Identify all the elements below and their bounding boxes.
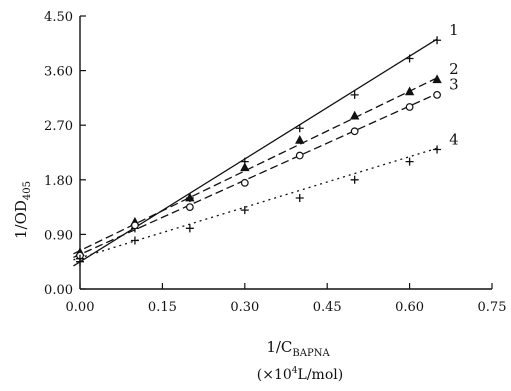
series-1-line [73, 38, 438, 267]
x-axis-unit: (×104L/mol) [257, 366, 343, 383]
y-tick-label: 4.50 [44, 10, 73, 25]
series-1-point [433, 36, 442, 45]
series-3-point [240, 178, 249, 187]
series-1-point [295, 124, 304, 133]
x-axis-ticks: 0.00 0.15 0.30 0.45 0.60 0.75 [66, 283, 507, 315]
series-2-point [185, 192, 195, 202]
x-axis-label: 1/CBAPNA [266, 338, 330, 359]
series-3-label: 3 [449, 76, 459, 94]
series-4-point [433, 145, 442, 154]
x-tick-label: 0.60 [395, 300, 424, 315]
series-2-label: 2 [449, 60, 459, 78]
y-axis-ticks: 0.00 0.90 1.80 2.70 3.60 4.50 [44, 10, 86, 298]
series-2-point [350, 110, 360, 120]
series-3-point [131, 221, 139, 230]
series-4-point [185, 224, 194, 233]
series-1-point [405, 54, 414, 63]
x-tick-label: 0.15 [148, 300, 177, 315]
series-1-label: 1 [449, 21, 459, 39]
series-3-line [73, 93, 438, 259]
series-3-point [405, 103, 414, 111]
y-tick-label: 1.80 [44, 174, 73, 189]
fit-lines [73, 38, 438, 267]
series-4-point [295, 194, 304, 202]
series-4-point [350, 175, 359, 184]
axes [79, 16, 492, 290]
series-4-label: 4 [449, 130, 459, 148]
y-tick-label: 0.90 [44, 228, 73, 243]
series-4-point [130, 236, 139, 245]
series-3-point [185, 203, 194, 212]
series-3-point [295, 151, 304, 160]
series-4-point [405, 157, 414, 166]
y-tick-label: 3.60 [44, 65, 73, 80]
series-2-line [73, 77, 438, 255]
series-3-point [350, 127, 359, 136]
series-1-point [350, 90, 359, 99]
y-tick-label: 0.00 [44, 283, 73, 298]
x-tick-label: 0.30 [230, 300, 259, 315]
series-2-point [432, 74, 442, 84]
y-axis-label: 1/OD405 [12, 181, 33, 239]
series-4-line [73, 147, 438, 261]
series-2-point [240, 162, 250, 172]
series-labels: 1 23 4 [449, 21, 459, 148]
y-tick-label: 2.70 [44, 119, 73, 134]
x-tick-label: 0.75 [478, 300, 507, 315]
x-tick-label: 0.45 [313, 300, 342, 315]
series-4-point [76, 254, 84, 263]
x-tick-label: 0.00 [66, 300, 95, 315]
series-2-point [404, 86, 415, 96]
series-3-point [433, 90, 441, 99]
data-markers [75, 36, 442, 266]
series-2-point [295, 135, 305, 144]
series-4-point [240, 206, 249, 215]
